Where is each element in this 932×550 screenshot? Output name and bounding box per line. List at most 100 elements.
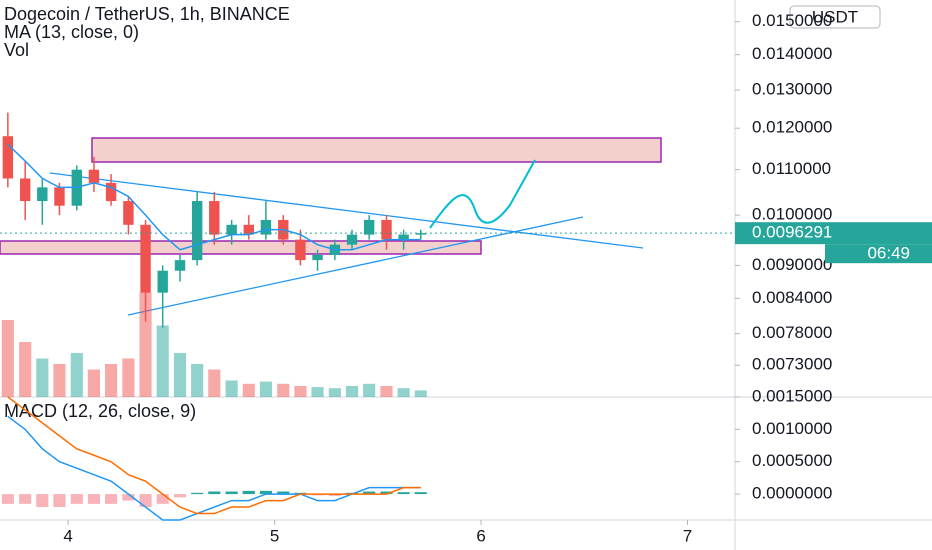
volume-bar [294,386,307,397]
y-tick-label: 0.0084000 [752,288,832,307]
macd-y-tick-label: 0.0010000 [752,419,832,438]
candle-body [105,182,117,202]
candle-body [312,254,323,261]
y-tick-label: 0.0090000 [752,255,832,274]
countdown-label: 06:49 [867,244,910,263]
candle-body [157,270,168,293]
macd-histogram-bar [208,491,221,495]
y-tick-label: 0.0120000 [752,118,832,137]
last-price-label: 0.0096291 [752,223,832,242]
volume-bar [191,364,204,397]
volume-bar [1,320,14,397]
volume-bar [363,383,376,397]
volume-bar [311,387,324,397]
macd-histogram-bar [380,491,393,495]
candle-body [54,187,65,206]
x-tick-label: 4 [63,526,72,545]
macd-histogram-bar [173,494,187,498]
x-tick-label: 5 [270,526,279,545]
support-box [0,240,482,255]
y-tick-label: 0.0073000 [752,355,832,374]
volume-bar [139,292,152,397]
macd-histogram-bar [242,490,255,495]
candle-body [226,224,237,235]
candle-body [346,234,358,245]
y-tick-label: 0.0150000 [752,11,832,30]
y-tick-label: 0.0110000 [752,159,831,178]
macd-histogram-bar [363,491,376,495]
volume-bar [87,369,101,397]
macd-histogram-bar [414,492,427,495]
x-tick-label: 6 [476,526,485,545]
macd-y-tick-label: 0.0000000 [752,484,832,503]
candle-body [415,233,426,235]
candle-body [381,219,392,240]
candle-body [191,201,203,261]
currency-button[interactable] [789,5,881,29]
macd-histogram-bar [139,494,152,508]
volume-bar [225,380,238,397]
macd-histogram-bar [156,494,169,504]
y-tick-label: 0.0100000 [752,205,832,224]
volume-bar [277,383,290,397]
macd-histogram-bar [105,494,118,504]
resistance-box [91,137,662,163]
volume-bar [242,383,255,397]
volume-bar [173,353,187,397]
macd-legend: MACD (12, 26, close, 9) [4,401,196,421]
candle-body [140,224,151,293]
volume-bar [70,353,83,397]
volume-bar [19,342,32,397]
candle-body [88,169,100,183]
volume-bar [105,364,118,397]
currency-label[interactable]: USDT [812,7,858,26]
y-tick-label: 0.0140000 [752,44,832,63]
drawings [0,137,662,397]
candle-body [398,234,409,240]
candle-body [260,219,272,235]
projection-curve [429,159,536,229]
volume-bar [53,364,66,397]
macd-y-tick-label: 0.0015000 [752,386,832,405]
macd-histogram-bar [328,494,341,497]
macd-histogram-bar [19,494,32,504]
candle-body [19,178,31,202]
macd-histogram-bar [70,494,83,504]
ma-legend: MA (13, close, 0) [4,22,139,42]
volume-bar [156,325,169,397]
macd-histogram-bar [36,494,49,508]
last-price-tag [735,222,932,245]
macd-histogram-bar [259,490,272,495]
macd-histogram-bar [87,494,101,504]
macd-histogram-bar [277,491,290,495]
candle-body [123,201,134,225]
volume-bar [414,390,427,397]
candle-body [295,239,306,261]
volume-legend: Vol [4,40,29,60]
countdown-tag [825,244,932,264]
y-tick-label: 0.0078000 [752,323,832,342]
lower-trendline [127,216,584,316]
macd-histogram-bar [122,494,135,501]
signal-line [7,396,421,515]
y-tick-label: 0.0130000 [752,79,832,98]
volume-bar [122,358,135,397]
candle-body [2,136,14,179]
volume-bar [208,369,221,397]
macd-histogram-bar [53,494,66,508]
upper-trendline [49,172,644,249]
volume-bar [380,386,393,397]
macd-histogram-bar [1,494,14,504]
candle-body [243,224,254,235]
macd-y-tick-label: 0.0005000 [752,451,832,470]
volume-bar [397,388,410,397]
candle-body [174,260,186,271]
macd-histogram-bar [191,492,204,495]
macd-histogram-bar [397,492,410,495]
candle-body [37,187,48,202]
volume-bar [259,381,272,397]
volume-bar [345,386,359,397]
chart-title: Dogecoin / TetherUS, 1h, BINANCE [4,4,290,24]
